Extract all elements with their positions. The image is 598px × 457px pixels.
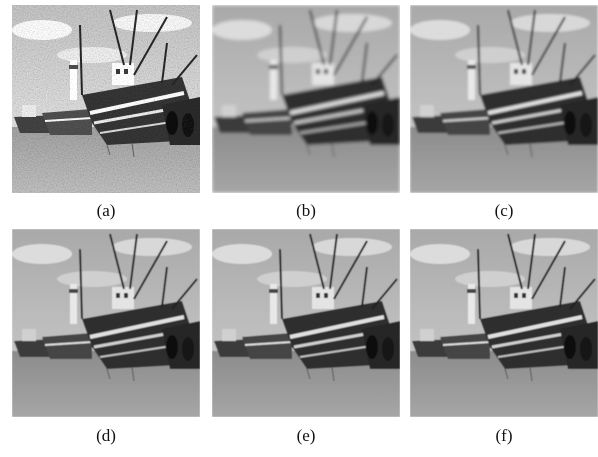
image-b: [212, 5, 400, 193]
panel-label: (c): [495, 201, 514, 220]
panel-label: (b): [296, 201, 316, 220]
figure: (a) (b) (c) (d) (e) (f): [0, 0, 598, 452]
panel-label: (a): [97, 201, 116, 220]
panel-label: (e): [297, 426, 316, 445]
page: (a) (b) (c) (d) (e) (f) (() => { const d…: [0, 0, 598, 452]
panel-label: (f): [496, 426, 513, 445]
image-e: [212, 229, 400, 417]
panel-label: (d): [96, 426, 116, 445]
image-c: [410, 5, 598, 193]
image-a: [12, 5, 200, 193]
image-d: [12, 229, 200, 417]
image-f: [410, 229, 598, 417]
